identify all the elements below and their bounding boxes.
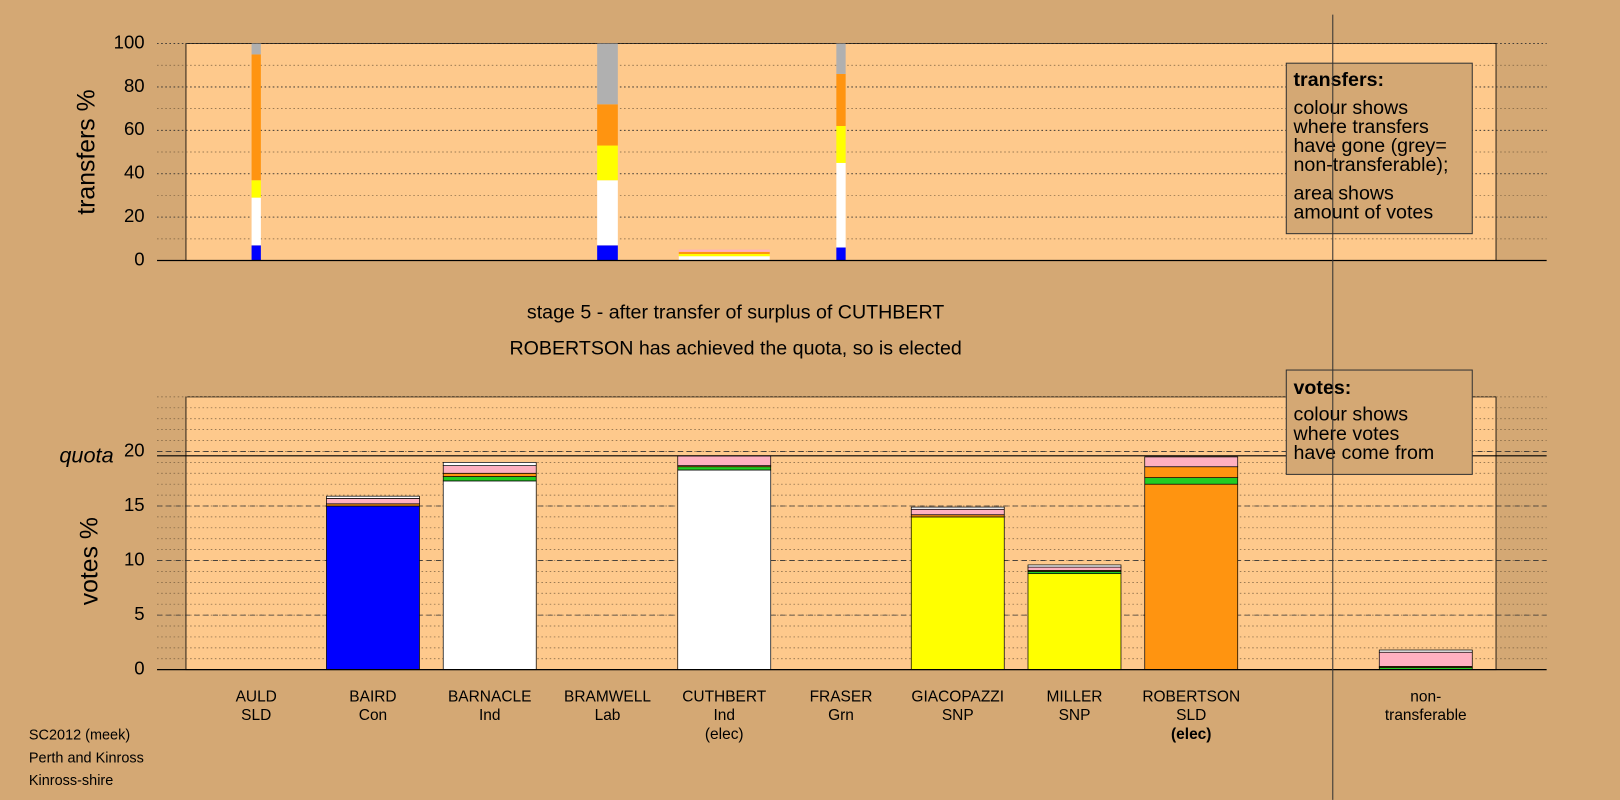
y-tick-label: 40 xyxy=(124,162,145,183)
bar-segment xyxy=(678,249,770,252)
bar-segment xyxy=(1144,483,1239,671)
y-tick-label: 100 xyxy=(114,31,145,52)
bar-segment xyxy=(442,472,537,477)
category-label: ROBERTSON xyxy=(1142,689,1240,706)
bar-segment xyxy=(1027,573,1122,671)
party-label: Lab xyxy=(595,707,621,724)
elected-note: (elec) xyxy=(1171,726,1211,743)
y-tick-label: 15 xyxy=(124,494,145,515)
bar-segment xyxy=(1144,456,1239,468)
legend-text: non-transferable); xyxy=(1294,154,1449,176)
bar-segment xyxy=(597,145,618,181)
bar-segment xyxy=(326,505,420,671)
bar-segment xyxy=(251,245,261,261)
legend-title: votes: xyxy=(1294,377,1352,399)
bar-segment xyxy=(836,162,846,248)
legend-text: colour shows xyxy=(1294,404,1409,426)
bar-segment xyxy=(678,254,770,257)
bar-segment xyxy=(442,480,537,671)
category-label: AULD xyxy=(236,689,277,706)
category-label: FRASER xyxy=(810,689,873,706)
quota-label: quota xyxy=(59,443,113,468)
y-tick-label: 10 xyxy=(124,548,145,569)
category-label: BRAMWELL xyxy=(564,689,651,706)
y-tick-label: 0 xyxy=(134,658,144,679)
bar-segment xyxy=(910,506,1005,510)
bar-segment xyxy=(678,256,770,261)
bar-segment xyxy=(251,197,261,246)
y-tick-label: 80 xyxy=(124,75,145,96)
bar-segment xyxy=(1144,477,1239,485)
bar-segment xyxy=(677,455,772,466)
category-label: BAIRD xyxy=(349,689,396,706)
y-tick-label: 5 xyxy=(134,603,144,624)
y-tick-label: 20 xyxy=(124,439,145,460)
category-label: CUTHBERT xyxy=(682,689,767,706)
bar-segment xyxy=(326,495,420,499)
elected-note: (elec) xyxy=(705,726,744,743)
bar-segment xyxy=(442,462,537,466)
bar-segment xyxy=(251,180,261,198)
bar-segment xyxy=(1378,651,1473,667)
bar-segment xyxy=(677,466,772,471)
legend-box xyxy=(1285,62,1473,235)
y-axis-label: transfers % xyxy=(73,89,100,214)
bar-segment xyxy=(910,516,1005,671)
stage-title: stage 5 - after transfer of surplus of C… xyxy=(527,301,944,323)
bar-segment xyxy=(1144,466,1239,478)
legend-box xyxy=(1285,369,1473,475)
legend-title: transfers: xyxy=(1294,69,1385,91)
footer-line: SC2012 (meek) xyxy=(29,728,130,744)
bar-segment xyxy=(442,476,537,482)
category-label: BARNACLE xyxy=(448,689,531,706)
bar-segment xyxy=(442,465,537,474)
category-label: MILLER xyxy=(1047,689,1103,706)
y-tick-label: 60 xyxy=(124,118,145,139)
bar-segment xyxy=(597,104,618,146)
party-label: SNP xyxy=(1059,707,1091,724)
bar-segment xyxy=(677,469,772,671)
party-label: Grn xyxy=(828,707,854,724)
bar-segment xyxy=(836,126,846,163)
legend-text: where votes xyxy=(1293,423,1400,445)
bar-segment xyxy=(910,508,1005,516)
legend-text: have gone (grey= xyxy=(1294,135,1447,157)
category-label: GIACOPAZZI xyxy=(911,689,1004,706)
bar-segment xyxy=(1027,566,1122,571)
bar-segment xyxy=(1378,649,1473,653)
bar-segment xyxy=(251,43,261,55)
category-label: non- xyxy=(1410,689,1441,706)
y-axis-label: votes % xyxy=(76,517,103,605)
party-label: Ind xyxy=(479,707,501,724)
bar-segment xyxy=(326,498,420,505)
legend-text: where transfers xyxy=(1293,116,1429,138)
y-tick-label: 20 xyxy=(124,205,145,226)
party-label: SLD xyxy=(241,707,271,724)
bar-segment xyxy=(597,43,618,105)
bar-segment xyxy=(597,245,618,261)
party-label: SNP xyxy=(942,707,974,724)
party-label: SLD xyxy=(1176,707,1206,724)
y-tick-label: 0 xyxy=(134,248,144,269)
bar-segment xyxy=(597,180,618,246)
party-label: Ind xyxy=(713,707,735,724)
bar-segment xyxy=(678,251,770,255)
bar-segment xyxy=(251,54,261,181)
legend-text: have come from xyxy=(1294,442,1435,464)
legend-text: amount of votes xyxy=(1294,202,1434,224)
party-label: Con xyxy=(359,707,387,724)
footer-line: Perth and Kinross xyxy=(29,750,144,766)
bar-segment xyxy=(836,43,846,74)
party-label: transferable xyxy=(1385,707,1467,724)
footer-line: Kinross-shire xyxy=(29,773,113,789)
legend-text: area shows xyxy=(1294,183,1395,205)
bar-segment xyxy=(836,247,846,261)
bar-segment xyxy=(1027,564,1122,568)
stage-subtitle: ROBERTSON has achieved the quota, so is … xyxy=(509,338,961,360)
legend-text: colour shows xyxy=(1294,97,1409,119)
bar-segment xyxy=(836,73,846,127)
